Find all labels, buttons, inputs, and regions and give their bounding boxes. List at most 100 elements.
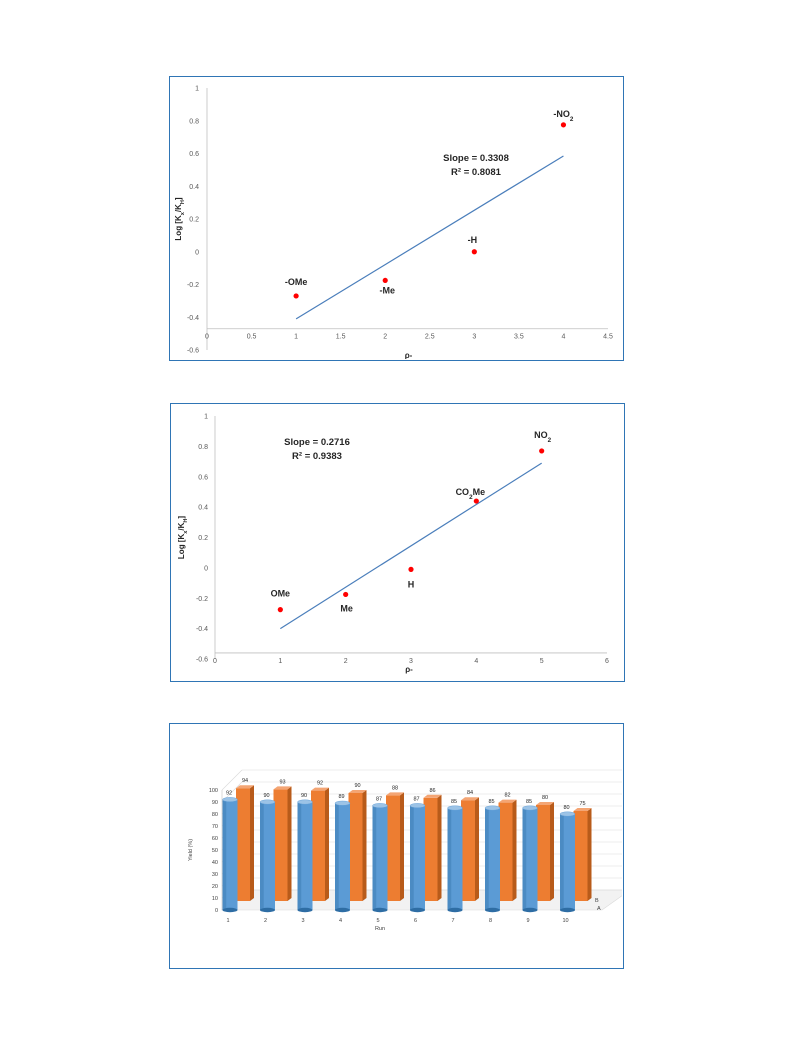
x-tick-label: 2 <box>383 334 387 341</box>
y-tick-label: 1 <box>204 414 208 421</box>
bar-series-b-side <box>400 792 404 901</box>
x-tick-label: 1 <box>294 334 298 341</box>
bar-series-a-top <box>409 803 426 809</box>
y-tick-label: 20 <box>212 884 218 890</box>
y-tick-label: 0 <box>215 908 218 914</box>
grid-line-side <box>221 769 243 791</box>
data-label-b: 90 <box>354 783 360 789</box>
x-tick-label: 1 <box>278 658 282 665</box>
x-tick-label: 3 <box>301 918 304 924</box>
bar-series-a-base <box>410 907 425 913</box>
bar-series-b <box>461 800 475 901</box>
bar-series-a <box>372 805 388 910</box>
bar-series-a-top <box>484 805 501 811</box>
bar-series-a-shade <box>260 802 264 910</box>
bar-series-b-side <box>287 786 292 901</box>
y-tick-label: 0.4 <box>198 505 208 512</box>
x-tick-label: 6 <box>605 658 609 665</box>
y-tick-label: 90 <box>212 800 218 806</box>
bar-series-a-top <box>259 799 276 805</box>
bar-series-b <box>536 805 550 901</box>
bar-series-a <box>297 802 313 910</box>
x-tick-label: 1.5 <box>336 334 346 341</box>
bar-series-a-shade <box>560 814 564 910</box>
y-tick-label: -0.6 <box>187 348 199 355</box>
bar-series-a <box>222 799 238 910</box>
bar-series-a-base <box>522 907 538 913</box>
bar-series-a-base <box>560 907 575 913</box>
y-tick-label: 1 <box>195 86 199 93</box>
bar-series-a-top <box>334 800 351 806</box>
bar-series-b-top <box>236 785 254 789</box>
data-label-b: 82 <box>504 793 510 799</box>
bar-series-b-side <box>437 794 442 901</box>
x-tick-label: 9 <box>526 918 529 924</box>
data-point <box>473 498 479 504</box>
bar-series-a-top <box>559 811 576 817</box>
r-squared-annotation: R² = 0.9383 <box>292 451 342 462</box>
bar-series-a-shade <box>485 808 489 910</box>
y-tick-label: 0.6 <box>189 151 199 158</box>
y-tick-label: 0.6 <box>198 474 208 481</box>
y-axis-title: Log [Kx/KH] <box>174 197 186 241</box>
bar-series-b <box>236 788 250 901</box>
data-label-b: 75 <box>579 801 585 807</box>
bar-series-a-shade <box>410 805 414 910</box>
y-tick-label: 60 <box>212 836 218 842</box>
x-tick-label: 3 <box>409 658 413 665</box>
bar-series-b-top <box>536 802 554 805</box>
x-tick-label: 4 <box>474 658 478 665</box>
hammett-scatter-chart-1: -0.6 -0.4 -0.2 0 0.2 0.4 0.6 0.8 1 0 0.5 1 1.5 2 2.5 3 3… <box>174 86 613 360</box>
bar-series-a <box>560 814 575 910</box>
y-tick-label: -0.4 <box>187 315 199 322</box>
y-tick-label: 40 <box>212 860 218 866</box>
bar-series-a <box>485 808 500 910</box>
bar-series-a-top <box>372 803 388 809</box>
y-tick-label: 100 <box>209 788 218 794</box>
x-tick-label: 8 <box>489 918 492 924</box>
bar-series-b-side <box>512 799 517 901</box>
data-label-a: 87 <box>376 797 382 803</box>
y-tick-label: -0.2 <box>196 596 208 603</box>
y-tick-label: 30 <box>212 872 218 878</box>
data-label-b: 84 <box>467 790 473 796</box>
point-label: -H <box>468 235 478 245</box>
bar-series-b-top <box>498 799 517 803</box>
depth-label-a: A <box>597 906 601 912</box>
y-axis-title: Yield (%) <box>188 839 194 861</box>
data-label-a: 87 <box>413 797 419 803</box>
data-label-a: 85 <box>526 799 532 805</box>
bar-series-a-top <box>522 805 538 811</box>
data-point <box>382 277 388 284</box>
data-label-b: 93 <box>279 779 285 785</box>
bar-series-a-shade <box>222 799 227 910</box>
bar-series-b <box>423 797 438 901</box>
bar-series-a-top <box>447 805 463 811</box>
x-tick-label: 5 <box>540 658 544 665</box>
x-tick-label: 3 <box>472 334 476 341</box>
hammett-scatter-chart-2: -0.6 -0.4 -0.2 0 0.2 0.4 0.6 0.8 1 0 1 2 3 4 5 6 ρ- Log [… <box>177 414 609 675</box>
point-label: H <box>408 579 415 589</box>
data-point <box>408 566 414 572</box>
bar-series-b-side <box>362 790 367 901</box>
data-label-b: 86 <box>429 788 435 794</box>
bar-series-b-top <box>311 787 329 791</box>
hammett-plot-panel-2: -0.6 -0.4 -0.2 0 0.2 0.4 0.6 0.8 1 0 1 2 3 4 5 6 ρ- Log [… <box>170 403 625 682</box>
x-tick-label: 4.5 <box>603 334 613 341</box>
x-tick-label: 1 <box>226 918 229 924</box>
data-point <box>343 591 349 598</box>
data-point <box>539 448 545 454</box>
bar-series-a-shade <box>335 803 339 910</box>
data-label-a: 90 <box>301 793 307 799</box>
bar-series-b-top <box>273 786 292 790</box>
bar-series-a-shade <box>372 805 377 910</box>
data-label-a: 85 <box>488 799 494 805</box>
y-tick-label: 0.2 <box>198 535 208 542</box>
bar-series-a-base <box>260 907 275 913</box>
bar-series-a <box>335 803 350 910</box>
bar-series-b-side <box>550 802 554 901</box>
point-label: -NO2 <box>553 109 574 123</box>
bar-series-b-top <box>348 790 367 793</box>
y-tick-label: 0 <box>195 249 199 256</box>
hammett-plot-panel-1: -0.6 -0.4 -0.2 0 0.2 0.4 0.6 0.8 1 0 0.5 1 1.5 2 2.5 3 3… <box>169 76 624 361</box>
